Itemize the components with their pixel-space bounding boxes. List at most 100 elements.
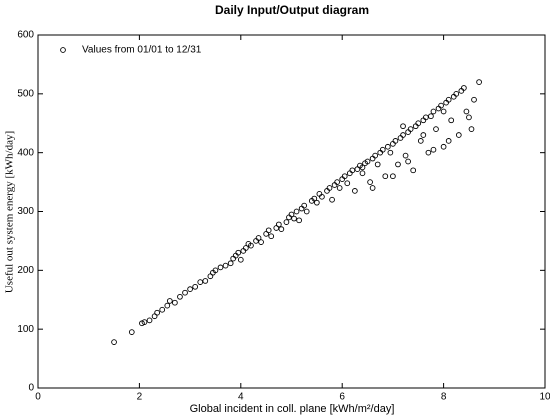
scatter-point [128, 329, 135, 335]
scatter-point [227, 260, 234, 267]
scatter-point [433, 126, 439, 132]
scatter-point [283, 219, 290, 225]
y-tick-label: 400 [17, 147, 34, 158]
x-tick-label: 2 [137, 392, 143, 403]
scatter-point [445, 138, 452, 144]
scatter-point [314, 199, 320, 206]
scatter-point [235, 249, 242, 256]
scatter-point [367, 179, 373, 185]
scatter-point [430, 146, 437, 153]
scatter-point [154, 309, 160, 316]
scatter-point [476, 79, 482, 85]
x-tick-label: 6 [339, 392, 345, 403]
scatter-point [329, 196, 335, 203]
scatter-point [405, 158, 411, 165]
scatter-point [341, 173, 348, 180]
scatter-point [301, 202, 308, 209]
scatter-point [390, 173, 396, 180]
scatter-point [372, 152, 379, 159]
scatter-point [268, 233, 275, 240]
scatter-point [417, 138, 424, 144]
scatter-point [387, 149, 394, 156]
scatter-point [222, 262, 229, 269]
scatter-point [255, 235, 262, 241]
scatter-point [202, 278, 209, 284]
scatter-point [349, 167, 356, 174]
scatter-point [319, 193, 325, 200]
y-tick-label: 600 [17, 30, 34, 41]
scatter-point [428, 113, 434, 120]
x-tick-label: 0 [35, 392, 41, 403]
scatter-point [423, 114, 429, 121]
scatter-point [453, 90, 460, 97]
plot-frame [37, 34, 546, 389]
scatter-point [336, 185, 343, 191]
scatter-point [461, 85, 467, 91]
y-tick-label: 100 [17, 324, 34, 335]
scatter-point [382, 173, 389, 180]
scatter-point [146, 317, 153, 324]
scatter-point [212, 267, 219, 274]
scatter-point [400, 132, 406, 138]
y-axis-label: Useful out system energy [kWh/day] [4, 131, 16, 293]
x-tick-label: 4 [238, 392, 244, 403]
scatter-point [288, 211, 295, 218]
scatter-point [407, 126, 414, 132]
scatter-point [258, 239, 264, 245]
scatter-point [217, 264, 224, 271]
legend-label: Values from 01/01 to 12/31 [82, 45, 202, 56]
scatter-point [311, 195, 318, 202]
scatter-point [182, 289, 188, 296]
scatter-point [379, 146, 386, 153]
scatter-point [243, 245, 249, 251]
scatter-point [369, 185, 376, 191]
scatter-point [415, 120, 422, 127]
scatter-point [334, 179, 340, 185]
scatter-point [278, 226, 285, 233]
scatter-point [166, 298, 173, 304]
scatter-point [187, 286, 193, 293]
scatter-point [172, 299, 178, 306]
y-tick-label: 0 [28, 383, 34, 394]
x-axis-label: Global incident in coll. plane [kWh/m²/d… [190, 403, 395, 415]
scatter-point [455, 132, 462, 138]
scatter-point [463, 108, 470, 115]
scatter-point [364, 158, 371, 165]
scatter-point [440, 108, 447, 115]
scatter-point [448, 117, 455, 124]
scatter-point [141, 319, 148, 325]
scatter-point [468, 126, 475, 132]
scatter-point [177, 293, 183, 300]
scatter-point [237, 256, 244, 263]
scatter-point [402, 152, 409, 159]
scatter-point [293, 208, 300, 215]
scatter-point [425, 149, 432, 156]
scatter-point [303, 208, 310, 215]
scatter-point [344, 180, 351, 187]
scatter-point [438, 102, 444, 109]
scatter-point [326, 185, 333, 191]
x-tick-label: 10 [539, 392, 550, 403]
scatter-point [359, 164, 366, 171]
scatter-point [440, 143, 447, 150]
scatter-point [111, 339, 117, 345]
scatter-point [471, 96, 477, 103]
scatter-point [296, 217, 302, 224]
y-tick-label: 500 [17, 88, 34, 99]
scatter-point [445, 96, 452, 103]
scatter-point [164, 302, 171, 309]
scatter-point [374, 161, 381, 168]
scatter-point [430, 108, 437, 115]
scatter-point [197, 279, 204, 285]
y-tick-label: 300 [17, 206, 34, 217]
scatter-point [248, 242, 254, 249]
legend-marker [60, 47, 66, 53]
scatter-point [466, 114, 472, 121]
scatter-point [359, 170, 366, 177]
scatter-point [275, 221, 282, 228]
scatter-point [420, 132, 427, 138]
scatter-point [410, 167, 417, 174]
scatter-point [159, 306, 166, 313]
x-tick-label: 8 [441, 392, 447, 403]
